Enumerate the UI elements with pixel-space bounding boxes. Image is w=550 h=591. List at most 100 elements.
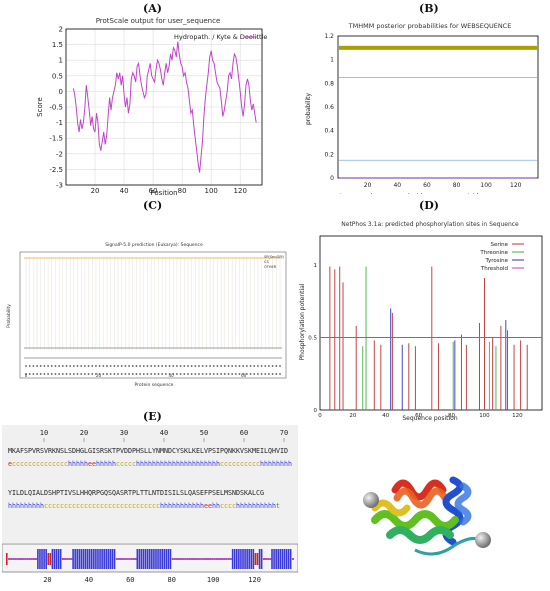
- y-tick-label: 0.6: [324, 104, 334, 111]
- y-tick-label: -0.5: [49, 104, 63, 112]
- residue-marker: [279, 365, 281, 367]
- residue-marker: [117, 365, 119, 367]
- ss-row: hhhhhhhhhccccccccccccccccccccccccccccchh…: [8, 502, 280, 510]
- residue-marker: [98, 365, 101, 367]
- coil-segment: [122, 558, 125, 560]
- helix-segment: [39, 549, 41, 569]
- panel-label-d: (D): [419, 199, 439, 212]
- helix-segment: [258, 549, 261, 569]
- residue-marker: [150, 373, 153, 375]
- y-tick-label: 0: [330, 175, 334, 182]
- residue-marker: [201, 373, 204, 375]
- helix-segment: [231, 549, 234, 569]
- chart-d-title: NetPhos 3.1a: predicted phosphorylation …: [341, 221, 519, 228]
- x-tick-label: 120: [510, 182, 522, 189]
- track-tick-label: 40: [85, 576, 93, 584]
- coil-segment: [126, 558, 129, 560]
- chart-hydropathy: ProtScale output for user_sequence 20 40 6…: [36, 17, 267, 197]
- y-tick-label: 0.4: [324, 128, 334, 135]
- residue-marker: [245, 365, 248, 367]
- x-tick-label: 60: [149, 187, 158, 195]
- residue-marker: [142, 373, 145, 375]
- residue-marker: [164, 365, 167, 367]
- protein-3d-structure: [363, 476, 491, 556]
- residue-marker: [36, 365, 38, 367]
- coil-segment: [211, 558, 214, 560]
- residue-marker: [113, 365, 116, 367]
- helix-segment: [51, 549, 54, 569]
- x-tick-label: 40: [169, 373, 175, 378]
- helix-segment: [140, 549, 143, 569]
- residue-marker: [146, 373, 149, 375]
- panel-label-c: (C): [143, 199, 163, 212]
- helix-segment: [95, 549, 97, 569]
- coil-segment: [66, 558, 69, 560]
- x-tick-label: 60: [415, 413, 422, 419]
- x-tick-label: 20: [91, 187, 100, 195]
- y-tick-label: 1: [59, 57, 63, 65]
- residue-marker: [176, 365, 178, 367]
- residue-marker: [95, 373, 97, 375]
- helix-segment: [289, 549, 292, 569]
- panel-label-e: (E): [143, 410, 162, 423]
- helix-segment: [285, 549, 288, 569]
- residue-marker: [275, 365, 278, 367]
- coil-segment: [262, 558, 265, 560]
- y-tick-label: 1.5: [52, 41, 63, 49]
- residue-marker: [253, 365, 256, 367]
- chart-a-legend: Hydropath. / Kyte & Doolittle: [174, 33, 267, 41]
- legend-label: Threonine: [479, 250, 508, 256]
- coil-segment: [219, 558, 222, 560]
- coil-segment: [202, 558, 205, 560]
- helix-segment: [275, 549, 277, 569]
- residue-marker: [234, 373, 237, 375]
- coil-segment: [184, 558, 187, 560]
- residue-marker: [69, 365, 72, 367]
- coil-segment: [132, 558, 135, 560]
- helix-segment: [242, 549, 244, 569]
- hydropathy-line: [72, 41, 257, 173]
- coil-segment: [177, 558, 181, 560]
- residue-marker: [187, 365, 189, 367]
- helix-segment: [88, 549, 91, 569]
- residue-marker: [190, 373, 193, 375]
- helix-segment: [248, 549, 251, 569]
- helix-segment: [163, 549, 166, 569]
- y-tick-label: 1: [314, 263, 318, 269]
- helix-segment: [277, 549, 280, 569]
- residue-marker: [205, 373, 208, 375]
- residue-marker: [168, 365, 171, 367]
- x-tick-label: 0: [318, 413, 322, 419]
- sequence-tick-label: 70: [280, 429, 288, 437]
- chart-c-frame: [19, 251, 287, 379]
- helix-segment: [109, 549, 112, 569]
- coil-segment: [221, 558, 224, 560]
- helix-segment: [287, 549, 290, 569]
- helix-segment: [53, 549, 56, 569]
- coil-segment: [70, 558, 73, 560]
- legend-label: inside: [408, 193, 426, 194]
- helix-segment: [93, 549, 95, 569]
- legend-label: SP(Sec/SPI): [264, 255, 285, 259]
- helix-segment: [107, 549, 110, 569]
- coil-segment: [130, 558, 133, 560]
- ion-sphere: [475, 532, 491, 548]
- helix-segment: [260, 549, 263, 569]
- helix-segment: [80, 549, 83, 569]
- helix-segment: [45, 549, 47, 569]
- x-tick-label: 40: [393, 182, 401, 189]
- y-tick-label: 0.8: [324, 80, 334, 87]
- helix-segment: [84, 549, 87, 569]
- helix-segment: [144, 549, 147, 569]
- helix-segment: [271, 549, 273, 569]
- residue-marker: [61, 373, 64, 375]
- helix-segment: [148, 549, 151, 569]
- helix-segment: [244, 549, 246, 569]
- residue-marker: [209, 373, 211, 375]
- residue-marker: [172, 365, 175, 367]
- coil-segment: [16, 558, 19, 560]
- coil-segment: [26, 558, 29, 560]
- residue-marker: [220, 373, 223, 375]
- coil-segment: [182, 558, 185, 560]
- x-tick-label: 20: [349, 413, 356, 419]
